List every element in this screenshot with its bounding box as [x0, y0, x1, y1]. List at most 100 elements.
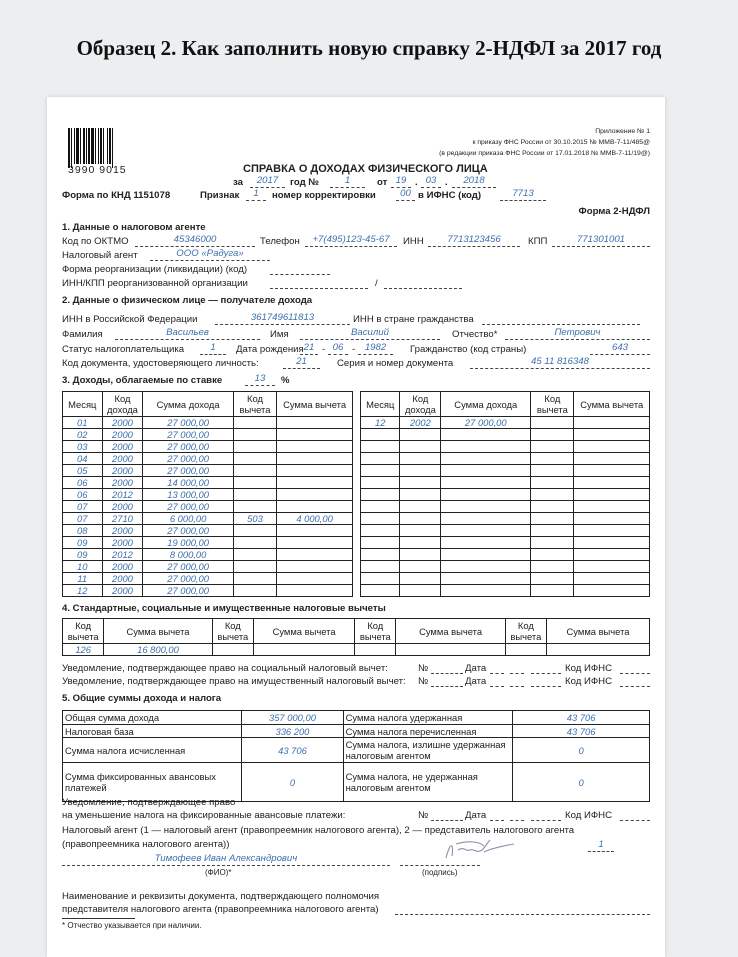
- doc-code-label: Код документа, удостоверяющего личность:: [62, 358, 259, 369]
- notice-number-field[interactable]: [431, 661, 463, 674]
- authority-doc-label: представителя налогового агента (правопр…: [62, 904, 379, 915]
- notice-year-field[interactable]: [531, 808, 561, 821]
- notice-ifns-field[interactable]: [620, 661, 650, 674]
- notice-number-field[interactable]: [431, 674, 463, 687]
- number-label: №: [418, 810, 429, 821]
- notice-ifns-field[interactable]: [620, 674, 650, 687]
- table-cell: [573, 500, 650, 513]
- table-cell: [573, 428, 650, 441]
- table-cell: 2000: [101, 500, 144, 513]
- table-cell: [530, 500, 575, 513]
- year-field[interactable]: 2017: [250, 175, 285, 188]
- notice-day-field[interactable]: [490, 674, 504, 687]
- table-row: 09 2012 8 000,00: [62, 548, 353, 561]
- section4-title: 4. Стандартные, социальные и имущественн…: [62, 603, 386, 614]
- signature-label: (подпись): [422, 868, 458, 877]
- inn-rf-field[interactable]: 361749611813: [215, 312, 350, 325]
- notice-month-field[interactable]: [510, 674, 524, 687]
- inn-foreign-field[interactable]: [482, 312, 640, 325]
- date-year-field[interactable]: 2018: [452, 175, 496, 188]
- ifns-field[interactable]: 7713: [500, 188, 546, 201]
- table-cell: [399, 488, 442, 501]
- authority-doc-field[interactable]: [395, 902, 650, 915]
- table-cell: [440, 512, 532, 525]
- knd-label: Форма по КНД 1151078: [62, 190, 171, 201]
- table-cell: [232, 476, 278, 489]
- table-cell: [276, 452, 353, 465]
- reorg-field[interactable]: [270, 262, 330, 275]
- doc-number-field[interactable]: 45 11 816348: [470, 356, 650, 369]
- totals-table: Общая сумма дохода 357 000,00 Сумма налога…: [61, 710, 650, 802]
- kpp-field[interactable]: 771301001: [552, 234, 650, 247]
- birth-day-field[interactable]: 21: [300, 342, 318, 355]
- notice-month-field[interactable]: [510, 661, 524, 674]
- birth-month-field[interactable]: 06: [328, 342, 348, 355]
- priznak-field[interactable]: 1: [246, 188, 266, 201]
- table-row: Сумма налога исчисленная 43 706 Сумма нало…: [61, 737, 650, 763]
- table-cell: [276, 476, 353, 489]
- inn-field[interactable]: 7713123456: [428, 234, 520, 247]
- page-headline: Образец 2. Как заполнить новую справку 2…: [76, 36, 662, 60]
- table-cell: [232, 428, 278, 441]
- total-label: Сумма налога, не удержанная налоговым аг…: [342, 762, 514, 802]
- table-row: 11 2000 27 000,00: [62, 572, 353, 585]
- fio-field[interactable]: Тимофеев Иван Александрович: [62, 853, 390, 866]
- reorg-label: Форма реорганизации (ликвидации) (код): [62, 264, 248, 275]
- column-header: Код вычета: [530, 391, 575, 417]
- notice-year-field[interactable]: [531, 661, 561, 674]
- date-month-field[interactable]: 03: [421, 175, 441, 188]
- notice-number-field[interactable]: [431, 808, 463, 821]
- correction-field[interactable]: 00: [396, 188, 415, 201]
- name-field[interactable]: Василий: [300, 327, 440, 340]
- ifns-label: в ИФНС (код): [418, 190, 482, 201]
- column-header: Код вычета: [211, 618, 254, 644]
- table-cell: [399, 452, 442, 465]
- phone-field[interactable]: +7(495)123-45-67: [305, 234, 397, 247]
- surname-field[interactable]: Васильев: [115, 327, 260, 340]
- table-row: [359, 452, 650, 465]
- table-cell: [232, 440, 278, 453]
- notice-month-field[interactable]: [510, 808, 524, 821]
- attachment-line: к приказу ФНС России от 30.10.2015 № ММВ…: [472, 139, 650, 146]
- notice-ifns-field[interactable]: [620, 808, 650, 821]
- table-header-row: Код вычета Сумма вычета Код вычета Сумма вы…: [61, 618, 650, 644]
- table-cell: [276, 548, 353, 561]
- separator: -: [322, 344, 326, 355]
- agent-field[interactable]: ООО «Радуга»: [150, 248, 270, 261]
- table-cell: 503: [232, 512, 278, 525]
- table-cell: [276, 536, 353, 549]
- reorg-inn-field[interactable]: [270, 276, 368, 289]
- date-day-field[interactable]: 19: [391, 175, 411, 188]
- notice-day-field[interactable]: [490, 661, 504, 674]
- status-field[interactable]: 1: [200, 342, 226, 355]
- reorg-kpp-field[interactable]: [384, 276, 462, 289]
- column-header: Код вычета: [61, 618, 105, 644]
- notice-year-field[interactable]: [531, 674, 561, 687]
- birth-year-field[interactable]: 1982: [358, 342, 393, 355]
- patronymic-field[interactable]: Петрович: [505, 327, 650, 340]
- table-cell: [232, 464, 278, 477]
- inn-label: ИНН: [403, 236, 424, 247]
- table-cell: [359, 536, 401, 549]
- oktmo-field[interactable]: 45346000: [135, 234, 255, 247]
- doc-code-field[interactable]: 21: [283, 356, 320, 369]
- za-label: за: [233, 177, 243, 188]
- inn-rf-label: ИНН в Российской Федерации: [62, 314, 198, 325]
- table-cell: [440, 584, 532, 597]
- signature-field[interactable]: [400, 853, 480, 866]
- table-cell: [573, 572, 650, 585]
- table-cell: [359, 584, 401, 597]
- number-field[interactable]: 1: [330, 175, 365, 188]
- agent-type-field[interactable]: 1: [588, 839, 614, 852]
- table-cell: 27 000,00: [142, 464, 234, 477]
- table-cell: 27 000,00: [142, 572, 234, 585]
- table-cell: [573, 476, 650, 489]
- notice-day-field[interactable]: [490, 808, 504, 821]
- citizenship-field[interactable]: 643: [590, 342, 650, 355]
- rate-field[interactable]: 13: [245, 373, 275, 386]
- table-cell: [573, 464, 650, 477]
- fio-label: (ФИО)*: [205, 868, 232, 877]
- table-cell: 07: [62, 512, 103, 525]
- column-header: Сумма дохода: [142, 391, 234, 417]
- table-cell: 27 000,00: [142, 428, 234, 441]
